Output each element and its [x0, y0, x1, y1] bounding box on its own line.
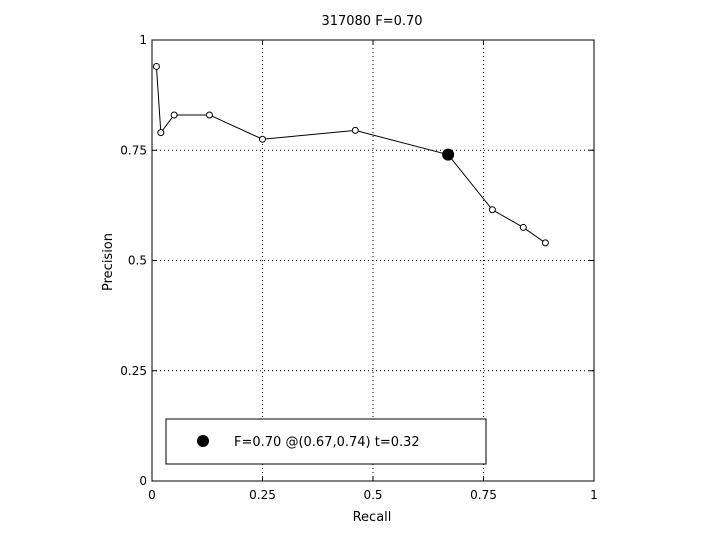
data-point	[351, 126, 359, 134]
x-tick-label: 0.25	[249, 488, 276, 502]
y-tick-label: 0.5	[128, 254, 147, 268]
legend-marker	[197, 435, 209, 447]
axis-ticks	[151, 39, 595, 482]
legend-label: F=0.70 @(0.67,0.74) t=0.32	[234, 435, 420, 450]
legend: F=0.70 @(0.67,0.74) t=0.32	[165, 418, 487, 465]
grid-lines	[152, 40, 594, 481]
legend-box	[165, 418, 487, 465]
data-point	[519, 223, 527, 231]
series-line	[155, 66, 546, 244]
chart-title: 317080 F=0.70	[321, 14, 422, 29]
data-point	[152, 62, 160, 70]
x-axis-label: Recall	[353, 510, 392, 525]
data-point	[488, 206, 496, 214]
y-tick-label: 0	[139, 474, 147, 488]
x-tick-label: 0	[148, 488, 156, 502]
tick-labels: 0 0.25 0.5 0.75 1 0 0.25 0.5 0.75 1	[120, 33, 598, 502]
data-point	[205, 111, 213, 119]
x-tick-label: 0.75	[470, 488, 497, 502]
series-layer	[152, 62, 549, 247]
y-tick-label: 1	[139, 33, 147, 47]
x-tick-label: 1	[590, 488, 598, 502]
y-axis-label: Precision	[101, 233, 116, 291]
data-point	[541, 239, 549, 247]
y-tick-label: 0.75	[120, 143, 147, 157]
data-point	[157, 129, 165, 137]
data-point	[259, 135, 266, 143]
x-tick-label: 0.5	[363, 488, 382, 502]
best-f-point	[442, 148, 455, 161]
y-tick-label: 0.25	[120, 364, 147, 378]
data-point	[170, 111, 178, 119]
